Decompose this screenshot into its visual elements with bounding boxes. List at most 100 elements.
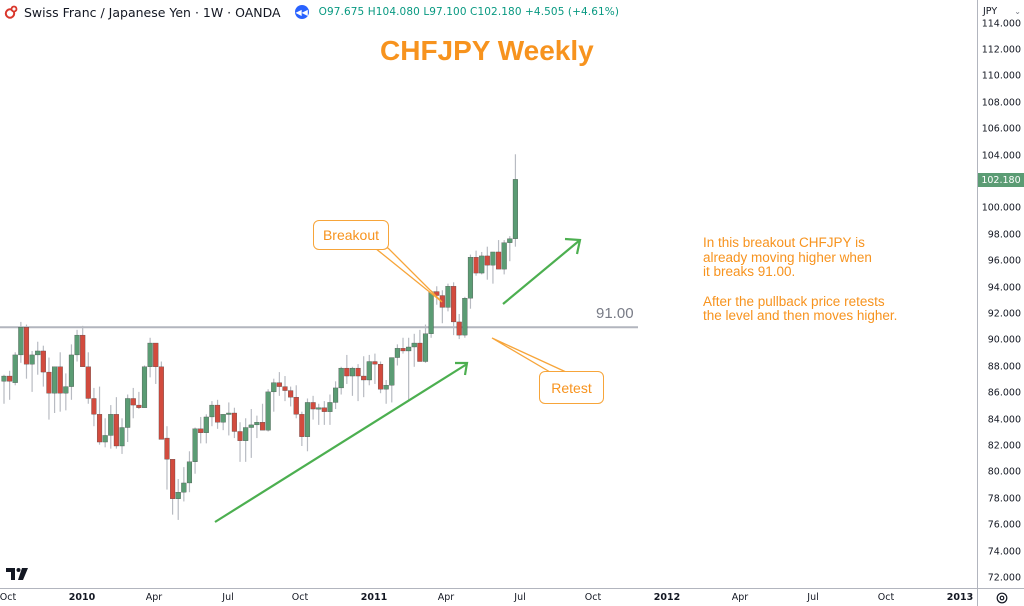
candle-body xyxy=(372,361,378,365)
candle-body xyxy=(57,366,63,394)
candle-body xyxy=(125,398,131,428)
candle-body xyxy=(321,407,327,412)
candle-body xyxy=(479,255,485,274)
candle-body xyxy=(484,255,490,266)
time-axis[interactable]: Oct 2010 Apr Jul Oct 2011 Apr Jul Oct 2012 Apr Jul O… xyxy=(0,588,977,606)
price-tick: 114.000 xyxy=(981,18,1021,30)
candle-body xyxy=(467,257,474,299)
candle-body xyxy=(215,404,221,423)
candle-body xyxy=(473,257,479,274)
price-tick: 112.000 xyxy=(981,44,1021,56)
candle-body xyxy=(46,371,52,394)
symbol-legend: Swiss Franc / Japanese Yen · 1W · OANDA … xyxy=(4,3,619,21)
candle-body xyxy=(18,327,24,356)
symbol-title[interactable]: Swiss Franc / Japanese Yen · 1W · OANDA xyxy=(24,4,281,20)
candle-body xyxy=(175,492,181,499)
price-tick: 98.000 xyxy=(987,229,1021,241)
trendline-2[interactable] xyxy=(502,239,581,305)
note-line: already moving higher when xyxy=(703,249,872,265)
candle-body xyxy=(361,375,367,381)
candle-body xyxy=(451,286,457,323)
candle-body xyxy=(377,364,384,390)
candle-body xyxy=(355,367,361,377)
candle-body xyxy=(7,375,13,382)
price-tick: 86.000 xyxy=(987,387,1021,399)
candle-body xyxy=(366,361,372,381)
candle-body xyxy=(181,482,187,493)
price-tick: 110.000 xyxy=(981,70,1021,82)
chart-plot-area[interactable] xyxy=(0,0,977,588)
candle-body xyxy=(136,404,142,408)
level-label-91: 91.00 xyxy=(596,305,634,322)
candle-body xyxy=(411,342,417,348)
candle-body xyxy=(310,402,316,410)
price-tick: 82.000 xyxy=(987,440,1021,452)
retest-pointer xyxy=(491,337,567,373)
time-tick: Apr xyxy=(437,592,455,603)
candle-body xyxy=(490,251,496,266)
candle-body xyxy=(74,334,80,356)
time-tick: Oct xyxy=(877,592,895,603)
candle-body xyxy=(237,431,243,441)
chevron-down-icon: ⌄ xyxy=(1014,6,1021,16)
settings-gear-icon[interactable] xyxy=(977,588,1024,606)
candle-body xyxy=(507,238,513,243)
candle-body xyxy=(164,437,170,460)
candle-body xyxy=(243,427,249,441)
candle-body xyxy=(158,366,164,440)
candle-body xyxy=(462,298,468,336)
candle-body xyxy=(102,435,108,443)
candle-body xyxy=(282,386,288,391)
candle-body xyxy=(344,367,350,377)
candle-body xyxy=(456,321,462,336)
candle-body xyxy=(23,327,30,365)
candle-body xyxy=(304,402,311,437)
time-tick: Oct xyxy=(584,592,602,603)
candle-body xyxy=(248,424,254,428)
time-tick: 2011 xyxy=(360,592,388,603)
breakout-callout[interactable]: Breakout xyxy=(313,220,389,250)
replay-icon[interactable]: ◀◀ xyxy=(294,5,309,19)
candle-body xyxy=(198,428,204,433)
price-tick: 104.000 xyxy=(981,150,1021,162)
price-tick: 88.000 xyxy=(987,361,1021,373)
arrowhead-icon xyxy=(455,361,469,376)
candle-body xyxy=(349,367,355,377)
candle-body xyxy=(153,342,159,367)
candle-body xyxy=(394,348,400,358)
chf-jpy-flag-icon[interactable] xyxy=(4,5,18,19)
candle-body xyxy=(85,366,91,399)
note-line: After the pullback price retests xyxy=(703,293,885,309)
tradingview-logo-icon[interactable] xyxy=(6,565,30,584)
currency-selector[interactable]: JPY ⌄ xyxy=(983,3,1021,19)
price-tick: 74.000 xyxy=(987,546,1021,558)
breakout-pointer xyxy=(373,247,443,303)
candle-body xyxy=(29,354,35,365)
candle-body xyxy=(254,422,260,426)
candle-body xyxy=(512,179,518,239)
candle-body xyxy=(1,375,7,382)
current-price-badge: 102.180 xyxy=(978,173,1024,187)
candle-body xyxy=(406,346,412,352)
retest-callout[interactable]: Retest xyxy=(539,371,604,404)
candle-body xyxy=(35,350,41,356)
time-tick: Apr xyxy=(731,592,749,603)
trendline-1[interactable] xyxy=(214,363,468,523)
candlestick-chart[interactable] xyxy=(0,0,977,588)
candle-body xyxy=(68,354,74,387)
candle-body xyxy=(259,422,266,431)
chart-title: CHFJPY Weekly xyxy=(380,35,594,66)
candle-body xyxy=(203,416,209,433)
candle-body xyxy=(209,404,215,418)
price-tick: 108.000 xyxy=(981,97,1021,109)
candle-body xyxy=(445,286,451,308)
ohlc-values: O97.675 H104.080 L97.100 C102.180 +4.505… xyxy=(318,6,620,18)
candle-body xyxy=(108,414,114,436)
price-tick: 76.000 xyxy=(987,519,1021,531)
candle-body xyxy=(428,291,434,334)
time-tick: Jul xyxy=(222,592,234,603)
price-scale[interactable]: JPY ⌄ 102.180 114.000 112.000 110.000 108.0… xyxy=(977,0,1024,588)
candle-body xyxy=(417,342,423,362)
time-tick: 2010 xyxy=(68,592,96,603)
candle-body xyxy=(113,414,119,447)
